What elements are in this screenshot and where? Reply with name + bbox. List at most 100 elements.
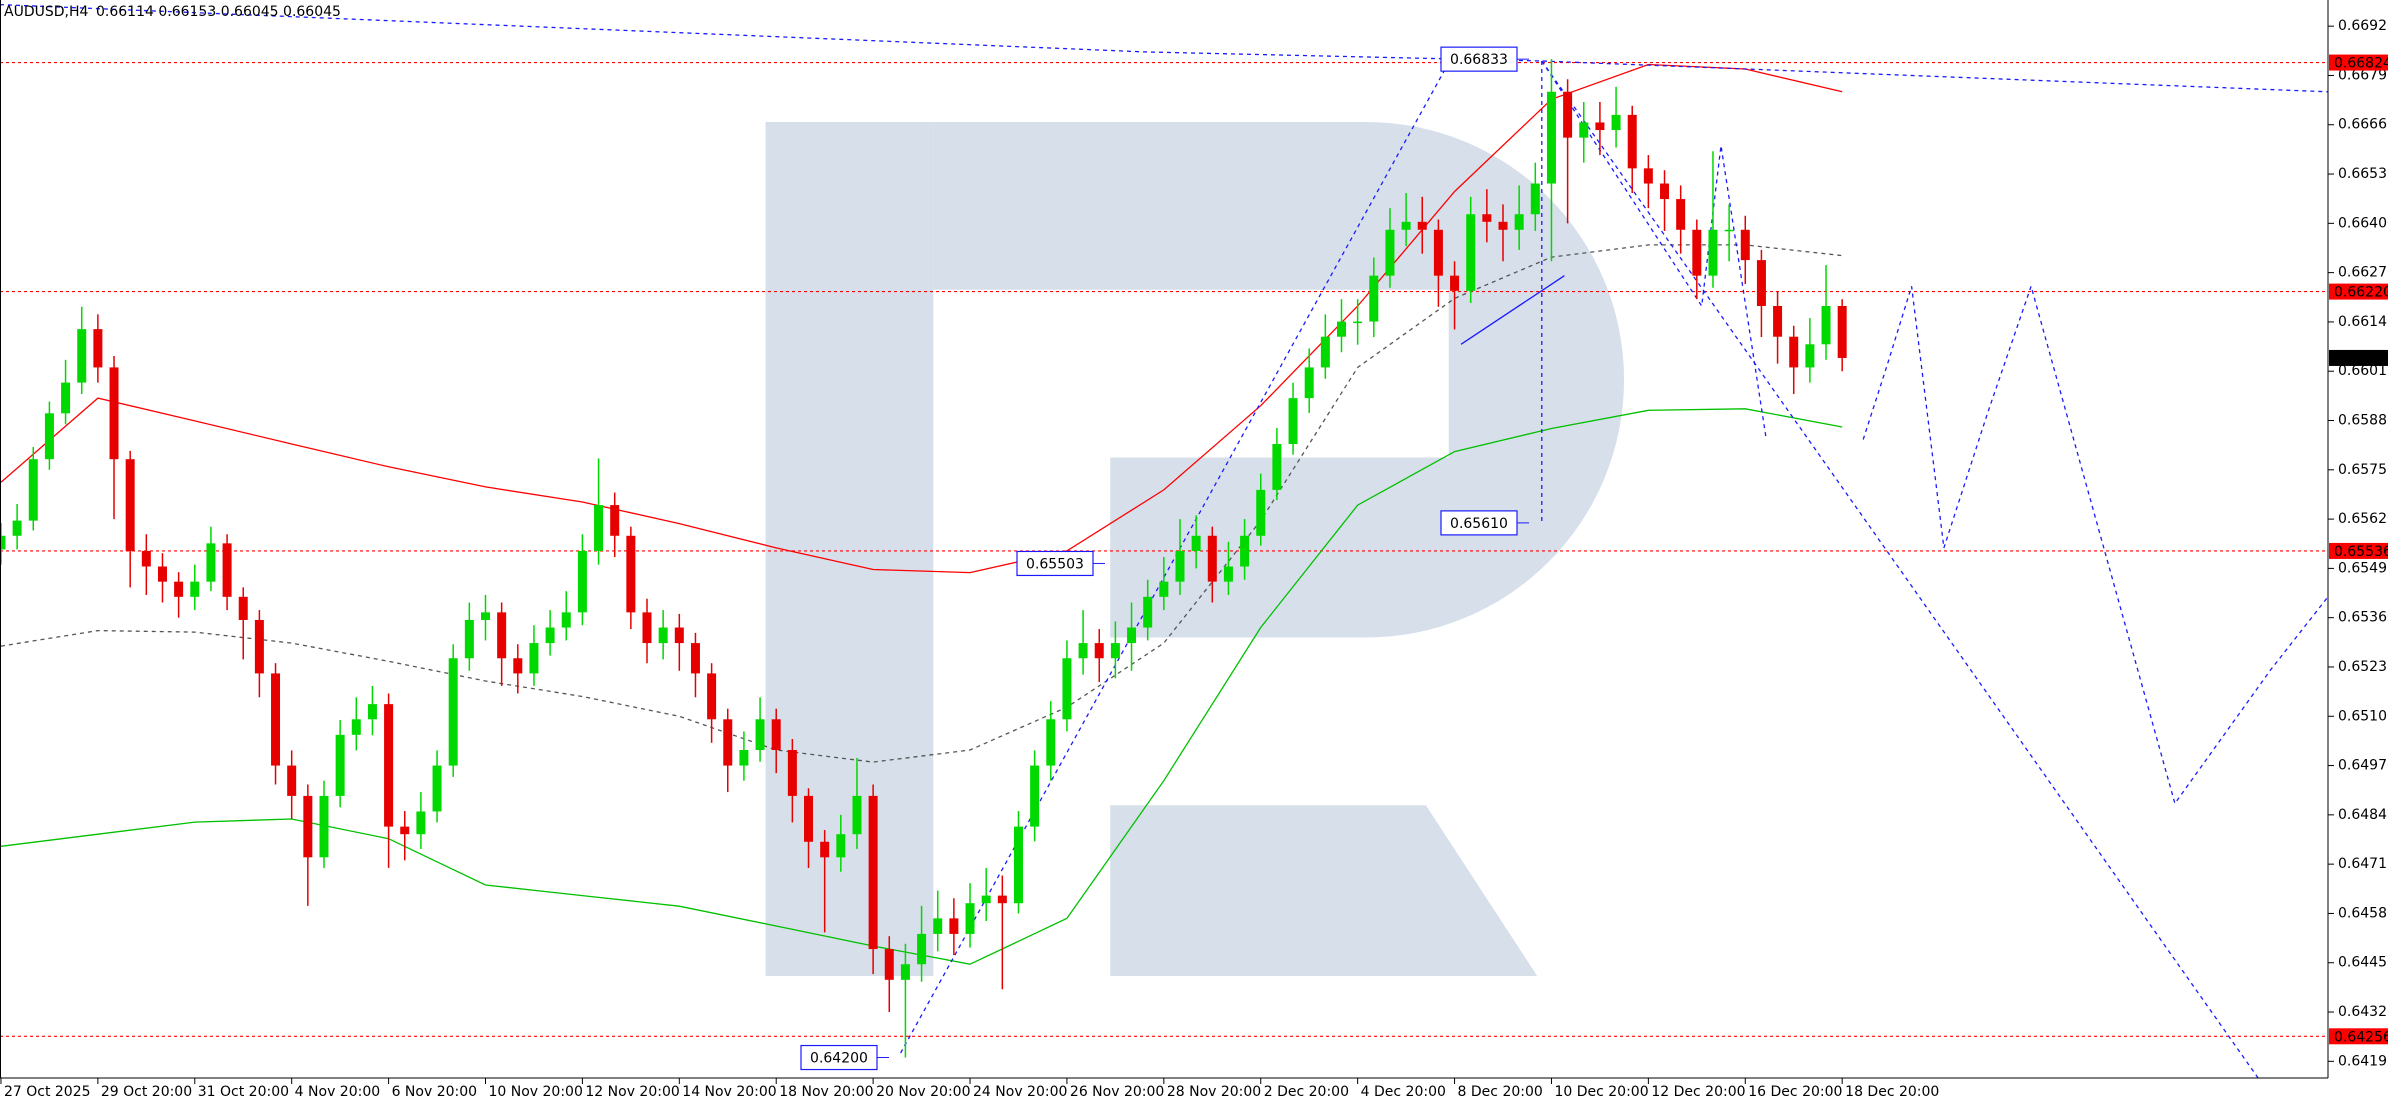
- candle-body: [561, 612, 571, 628]
- candle-body: [44, 413, 54, 460]
- x-tick-label: 10 Dec 20:00: [1554, 1084, 1648, 1100]
- candle-body: [1207, 535, 1217, 582]
- candle-body: [497, 612, 507, 659]
- candle-body: [93, 329, 103, 368]
- candle-body: [981, 895, 991, 904]
- candle-body: [755, 719, 765, 751]
- candle-body: [1789, 336, 1799, 368]
- candle-body: [1821, 305, 1831, 345]
- candle-body: [190, 581, 200, 597]
- x-tick-label: 27 Oct 2025: [4, 1084, 91, 1100]
- y-tick-label: 0.64190: [2338, 1053, 2388, 1069]
- candle-body: [157, 566, 167, 582]
- x-tick-label: 8 Dec 20:00: [1458, 1084, 1543, 1100]
- candle-body: [1546, 91, 1556, 184]
- candle-body: [1336, 321, 1346, 337]
- candle-body: [723, 719, 733, 766]
- candle-body: [1062, 658, 1072, 720]
- level-tag: [2329, 54, 2388, 71]
- plot-area: [0, 3, 2328, 1078]
- candle-body: [1724, 229, 1734, 232]
- candle-body: [771, 719, 781, 751]
- candle-body: [1191, 535, 1201, 551]
- candle-body: [787, 750, 797, 796]
- candle-body: [1304, 367, 1314, 399]
- candle-body: [674, 627, 684, 644]
- candle-body: [1223, 566, 1233, 582]
- candle-body: [1094, 643, 1104, 659]
- candle-body: [1046, 719, 1056, 766]
- candle-body: [77, 329, 87, 383]
- candle-body: [610, 505, 620, 536]
- candle-body: [109, 367, 119, 460]
- level-tag-label: 0.66824: [2334, 56, 2388, 72]
- candle-body: [416, 811, 426, 835]
- candle-body: [1579, 122, 1589, 138]
- candle-body: [707, 673, 717, 720]
- candle-body: [1805, 344, 1815, 368]
- watermark-logo: [765, 122, 1625, 976]
- candle-body: [1433, 229, 1443, 276]
- logo-leg: [1110, 805, 1538, 976]
- x-tick-label: 24 Nov 20:00: [973, 1084, 1067, 1100]
- candle-body: [271, 673, 281, 766]
- trend-line: [900, 60, 1451, 1054]
- candle-body: [690, 643, 700, 674]
- candle-body: [28, 459, 38, 521]
- candle-body: [529, 643, 539, 674]
- candle-body: [480, 612, 490, 620]
- x-tick-label: 6 Nov 20:00: [392, 1084, 477, 1100]
- candle-body: [1272, 444, 1282, 490]
- candle-body: [836, 834, 846, 858]
- candle-body: [1013, 826, 1023, 904]
- x-tick-label: 4 Nov 20:00: [295, 1084, 380, 1100]
- candle-body: [868, 795, 878, 950]
- candle-body: [367, 704, 377, 720]
- candle-body: [0, 535, 6, 550]
- x-tick-label: 18 Dec 20:00: [1845, 1084, 1939, 1100]
- level-tag: [2329, 1028, 2388, 1045]
- candle-body: [1159, 581, 1169, 597]
- chart-title: AUDUSD,H4: [4, 4, 88, 20]
- candle-body: [917, 933, 927, 965]
- candle-body: [1288, 398, 1298, 445]
- x-tick-label: 4 Dec 20:00: [1361, 1084, 1446, 1100]
- candle-body: [965, 903, 975, 934]
- trend-line: [1541, 60, 1767, 440]
- candle-body: [351, 719, 361, 735]
- candle-body: [384, 704, 394, 827]
- candle-body: [287, 765, 297, 796]
- candle-body: [222, 543, 232, 597]
- x-tick-label: 12 Dec 20:00: [1651, 1084, 1745, 1100]
- level-tag-label: 0.64256: [2334, 1029, 2388, 1045]
- candle-body: [1498, 221, 1508, 230]
- candle-body: [949, 918, 959, 934]
- candle-body: [1256, 489, 1266, 536]
- annotation-label: 0.64200: [810, 1051, 868, 1067]
- candle-body: [1482, 214, 1492, 222]
- candle-body: [1466, 214, 1476, 291]
- candle-body: [238, 596, 248, 620]
- candle-body: [513, 658, 523, 674]
- candle-body: [12, 520, 22, 536]
- candle-body: [577, 550, 587, 613]
- candle-body: [1660, 183, 1670, 200]
- candle-body: [1127, 627, 1137, 644]
- candle-body: [1756, 260, 1766, 306]
- candle-body: [1530, 183, 1540, 215]
- x-tick-label: 31 Oct 20:00: [198, 1084, 289, 1100]
